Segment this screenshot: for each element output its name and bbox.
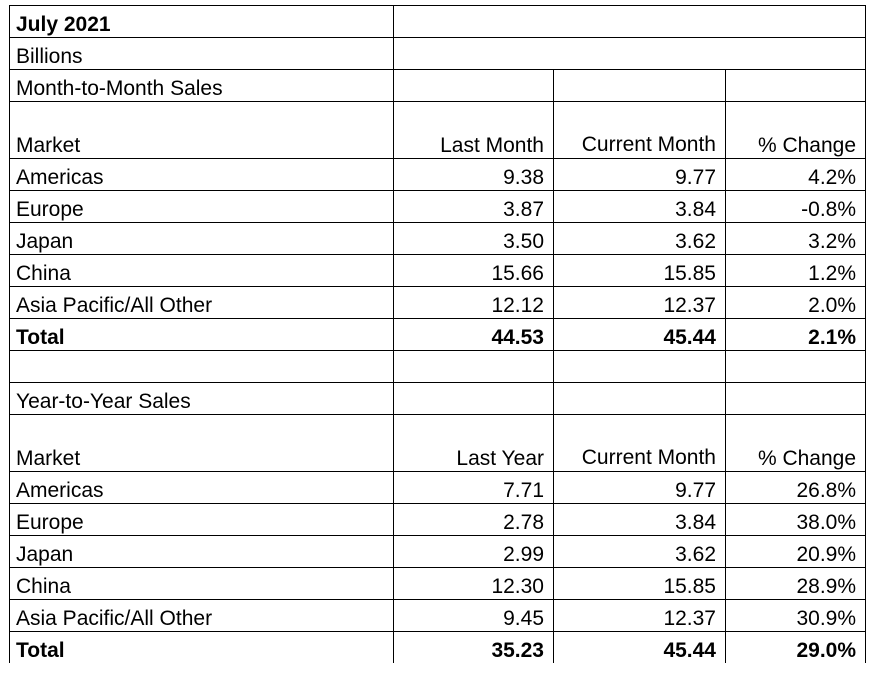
current-value-cell: 15.85 <box>553 567 726 600</box>
column-header-last-year: Last Year <box>393 414 554 472</box>
table-row: China 15.66 15.85 1.2% <box>9 254 867 287</box>
table-row: China 12.30 15.85 28.9% <box>9 567 867 600</box>
table-row: Americas 7.71 9.77 26.8% <box>9 471 867 504</box>
empty-cell <box>392 37 867 70</box>
current-value-cell: 12.37 <box>553 286 726 319</box>
total-change: 2.1% <box>724 318 867 351</box>
prior-value-cell: 3.87 <box>393 190 554 223</box>
total-row: Total 44.53 45.44 2.1% <box>9 318 867 351</box>
market-cell: Asia Pacific/All Other <box>9 599 394 632</box>
sales-spreadsheet: July 2021 Billions Month-to-Month Sales … <box>9 5 867 663</box>
prior-value-cell: 9.38 <box>393 158 554 191</box>
unit-label: Billions <box>9 37 394 70</box>
column-header-market: Market <box>9 101 394 159</box>
prior-value-cell: 12.30 <box>393 567 554 600</box>
yty-header-row: Market Last Year Current Month % Change <box>9 414 867 472</box>
column-header-change: % Change <box>724 414 867 472</box>
total-row: Total 35.23 45.44 29.0% <box>9 631 867 663</box>
yty-section-row: Year-to-Year Sales <box>9 382 867 415</box>
total-current-value: 45.44 <box>553 631 726 663</box>
empty-cell <box>393 69 554 102</box>
table-row: Asia Pacific/All Other 12.12 12.37 2.0% <box>9 286 867 319</box>
column-header-last-month: Last Month <box>393 101 554 159</box>
empty-cell <box>9 350 394 383</box>
empty-cell <box>553 382 726 415</box>
prior-value-cell: 2.78 <box>393 503 554 536</box>
current-value-cell: 9.77 <box>553 158 726 191</box>
change-cell: 38.0% <box>724 503 867 536</box>
total-change: 29.0% <box>724 631 867 663</box>
change-cell: 2.0% <box>724 286 867 319</box>
change-cell: 30.9% <box>724 599 867 632</box>
prior-value-cell: 12.12 <box>393 286 554 319</box>
column-header-current-month: Current Month <box>553 414 726 472</box>
empty-cell <box>393 382 554 415</box>
yty-section-title: Year-to-Year Sales <box>9 382 394 415</box>
market-cell: Americas <box>9 471 394 504</box>
mtm-section-title: Month-to-Month Sales <box>9 69 394 102</box>
current-value-cell: 3.62 <box>553 535 726 568</box>
column-header-current-month: Current Month <box>553 101 726 159</box>
current-value-cell: 3.62 <box>553 222 726 255</box>
sales-table: July 2021 Billions Month-to-Month Sales … <box>9 5 867 663</box>
total-label: Total <box>9 318 394 351</box>
market-cell: Americas <box>9 158 394 191</box>
current-value-cell: 3.84 <box>553 503 726 536</box>
prior-value-cell: 7.71 <box>393 471 554 504</box>
empty-cell <box>553 69 726 102</box>
empty-cell <box>724 69 867 102</box>
current-value-cell: 15.85 <box>553 254 726 287</box>
mtm-section-row: Month-to-Month Sales <box>9 69 867 102</box>
market-cell: Japan <box>9 535 394 568</box>
empty-cell <box>393 350 554 383</box>
total-prior-value: 44.53 <box>393 318 554 351</box>
empty-cell <box>553 350 726 383</box>
empty-cell <box>392 5 867 38</box>
market-cell: Europe <box>9 190 394 223</box>
change-cell: 1.2% <box>724 254 867 287</box>
mtm-header-row: Market Last Month Current Month % Change <box>9 101 867 159</box>
change-cell: -0.8% <box>724 190 867 223</box>
prior-value-cell: 15.66 <box>393 254 554 287</box>
total-current-value: 45.44 <box>553 318 726 351</box>
market-cell: China <box>9 567 394 600</box>
table-row: Europe 3.87 3.84 -0.8% <box>9 190 867 223</box>
column-header-change: % Change <box>724 101 867 159</box>
table-row: Americas 9.38 9.77 4.2% <box>9 158 867 191</box>
empty-cell <box>724 382 867 415</box>
total-label: Total <box>9 631 394 663</box>
table-row: Japan 2.99 3.62 20.9% <box>9 535 867 568</box>
prior-value-cell: 9.45 <box>393 599 554 632</box>
market-cell: China <box>9 254 394 287</box>
empty-cell <box>724 350 867 383</box>
table-row: Asia Pacific/All Other 9.45 12.37 30.9% <box>9 599 867 632</box>
change-cell: 28.9% <box>724 567 867 600</box>
current-value-cell: 12.37 <box>553 599 726 632</box>
prior-value-cell: 2.99 <box>393 535 554 568</box>
table-row: Japan 3.50 3.62 3.2% <box>9 222 867 255</box>
spacer-row <box>9 350 867 383</box>
unit-row: Billions <box>9 37 867 70</box>
current-value-cell: 3.84 <box>553 190 726 223</box>
table-row: Europe 2.78 3.84 38.0% <box>9 503 867 536</box>
current-value-cell: 9.77 <box>553 471 726 504</box>
change-cell: 26.8% <box>724 471 867 504</box>
report-title: July 2021 <box>9 5 394 38</box>
market-cell: Europe <box>9 503 394 536</box>
change-cell: 20.9% <box>724 535 867 568</box>
total-prior-value: 35.23 <box>393 631 554 663</box>
market-cell: Asia Pacific/All Other <box>9 286 394 319</box>
title-row: July 2021 <box>9 5 867 38</box>
market-cell: Japan <box>9 222 394 255</box>
change-cell: 4.2% <box>724 158 867 191</box>
prior-value-cell: 3.50 <box>393 222 554 255</box>
column-header-market: Market <box>9 414 394 472</box>
change-cell: 3.2% <box>724 222 867 255</box>
